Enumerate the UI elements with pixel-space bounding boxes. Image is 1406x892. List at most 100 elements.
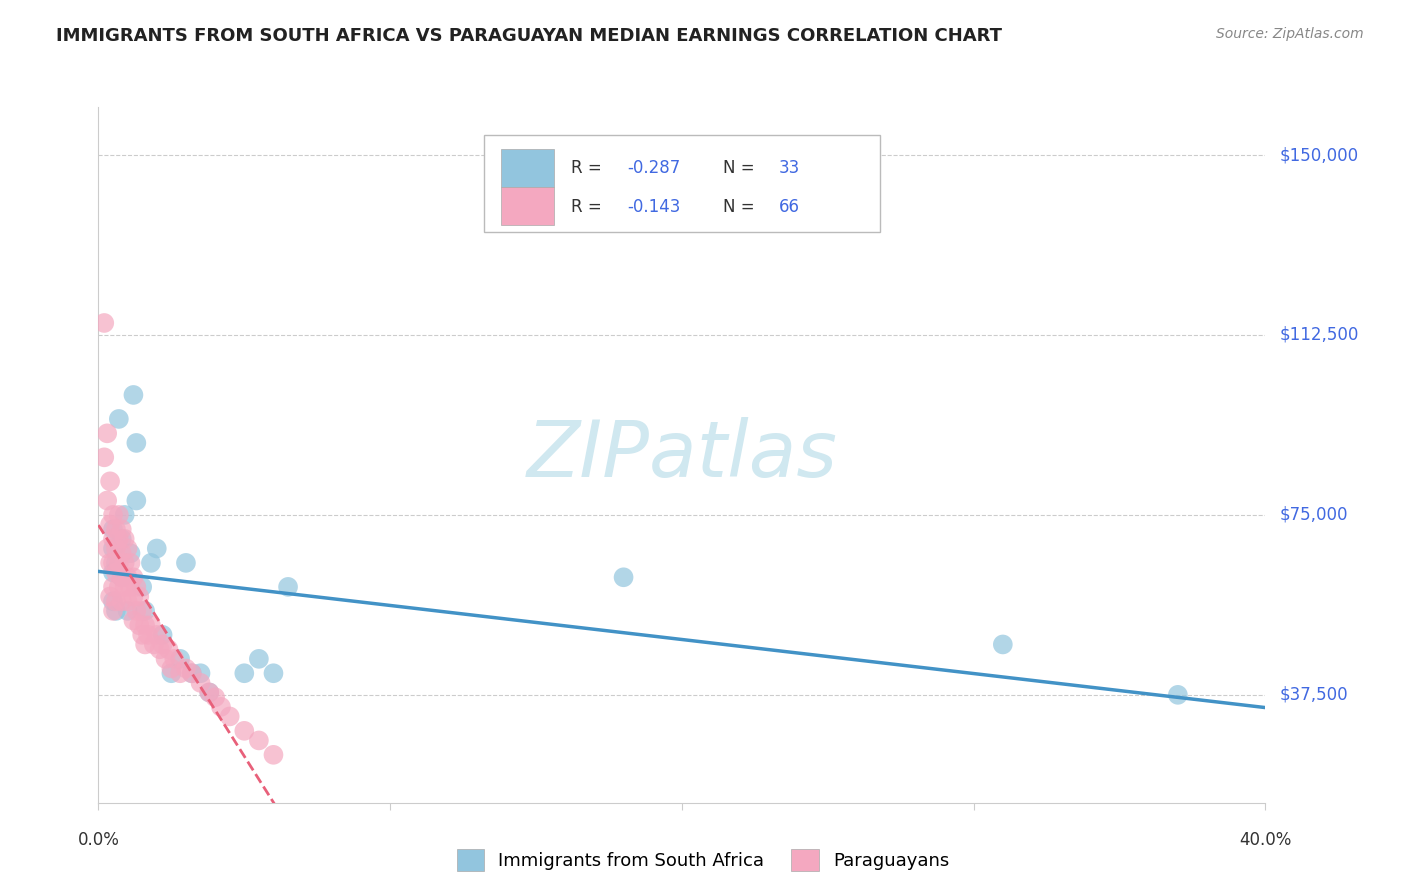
Point (204, 690, 226, 705)
Text: N =: N = (723, 160, 759, 178)
Point (134, 604, 156, 618)
Text: $75,000: $75,000 (1279, 506, 1348, 524)
Point (98, 517, 121, 532)
Point (104, 594, 127, 608)
FancyBboxPatch shape (501, 187, 554, 226)
Point (98, 475, 121, 489)
Point (991, 637, 1014, 651)
Text: IMMIGRANTS FROM SOUTH AFRICA VS PARAGUAYAN MEDIAN EARNINGS CORRELATION CHART: IMMIGRANTS FROM SOUTH AFRICA VS PARAGUAY… (56, 27, 1002, 45)
Point (114, 580, 136, 594)
Point (108, 508, 131, 522)
Point (93, 316, 115, 330)
Point (98, 556, 121, 570)
Point (108, 580, 131, 594)
Point (277, 580, 299, 594)
Point (117, 570, 139, 584)
Point (169, 652, 191, 666)
Point (146, 628, 169, 642)
Point (155, 652, 177, 666)
Point (149, 642, 172, 657)
Point (120, 580, 142, 594)
Point (128, 618, 150, 632)
Point (114, 508, 136, 522)
Legend: Immigrants from South Africa, Paraguayans: Immigrants from South Africa, Paraguayan… (450, 842, 956, 879)
Point (101, 566, 124, 580)
Point (157, 642, 180, 657)
Point (101, 580, 124, 594)
Point (262, 747, 284, 762)
Point (134, 618, 156, 632)
Text: 66: 66 (779, 197, 800, 216)
Point (122, 614, 145, 628)
Point (98, 590, 121, 604)
Point (180, 666, 202, 681)
Point (125, 580, 148, 594)
Point (111, 546, 134, 560)
Point (96, 541, 118, 556)
Point (160, 661, 183, 675)
Text: -0.287: -0.287 (627, 160, 681, 178)
Point (96, 493, 118, 508)
Point (108, 412, 131, 426)
Point (152, 628, 174, 642)
Point (104, 556, 127, 570)
Point (104, 541, 127, 556)
Point (111, 570, 134, 584)
Text: 40.0%: 40.0% (1239, 830, 1292, 848)
Point (152, 637, 174, 651)
FancyBboxPatch shape (484, 135, 880, 232)
Point (101, 508, 124, 522)
Text: $37,500: $37,500 (1279, 686, 1348, 704)
Point (96, 426, 118, 441)
Point (104, 566, 127, 580)
Point (101, 541, 124, 556)
Text: -0.143: -0.143 (627, 197, 681, 216)
FancyBboxPatch shape (501, 149, 554, 187)
Point (131, 628, 153, 642)
Point (247, 733, 270, 747)
Point (125, 436, 148, 450)
Point (146, 541, 169, 556)
Point (101, 594, 124, 608)
Point (101, 556, 124, 570)
Point (111, 532, 134, 546)
Text: ZIPatlas: ZIPatlas (526, 417, 838, 493)
Point (120, 546, 142, 560)
Point (117, 541, 139, 556)
Point (198, 685, 221, 699)
Point (136, 628, 159, 642)
Point (218, 709, 240, 723)
Point (93, 450, 115, 465)
Point (139, 556, 162, 570)
Point (209, 699, 232, 714)
Point (111, 594, 134, 608)
Point (247, 652, 270, 666)
Point (233, 666, 256, 681)
Point (198, 685, 221, 699)
Point (108, 532, 131, 546)
Point (104, 604, 127, 618)
Point (1167, 688, 1189, 702)
Text: 33: 33 (779, 160, 800, 178)
Point (131, 604, 153, 618)
Point (114, 556, 136, 570)
Text: Source: ZipAtlas.com: Source: ZipAtlas.com (1216, 27, 1364, 41)
Text: R =: R = (571, 160, 607, 178)
Point (160, 666, 183, 681)
Point (169, 666, 191, 681)
Text: 0.0%: 0.0% (77, 830, 120, 848)
Point (128, 590, 150, 604)
Point (139, 618, 162, 632)
Point (125, 604, 148, 618)
Point (104, 522, 127, 536)
Text: $150,000: $150,000 (1279, 146, 1358, 164)
Point (163, 652, 186, 666)
Point (122, 590, 145, 604)
Point (111, 522, 134, 536)
Point (612, 570, 634, 584)
Point (125, 493, 148, 508)
Point (101, 532, 124, 546)
Point (262, 666, 284, 681)
Point (120, 556, 142, 570)
Point (174, 556, 197, 570)
